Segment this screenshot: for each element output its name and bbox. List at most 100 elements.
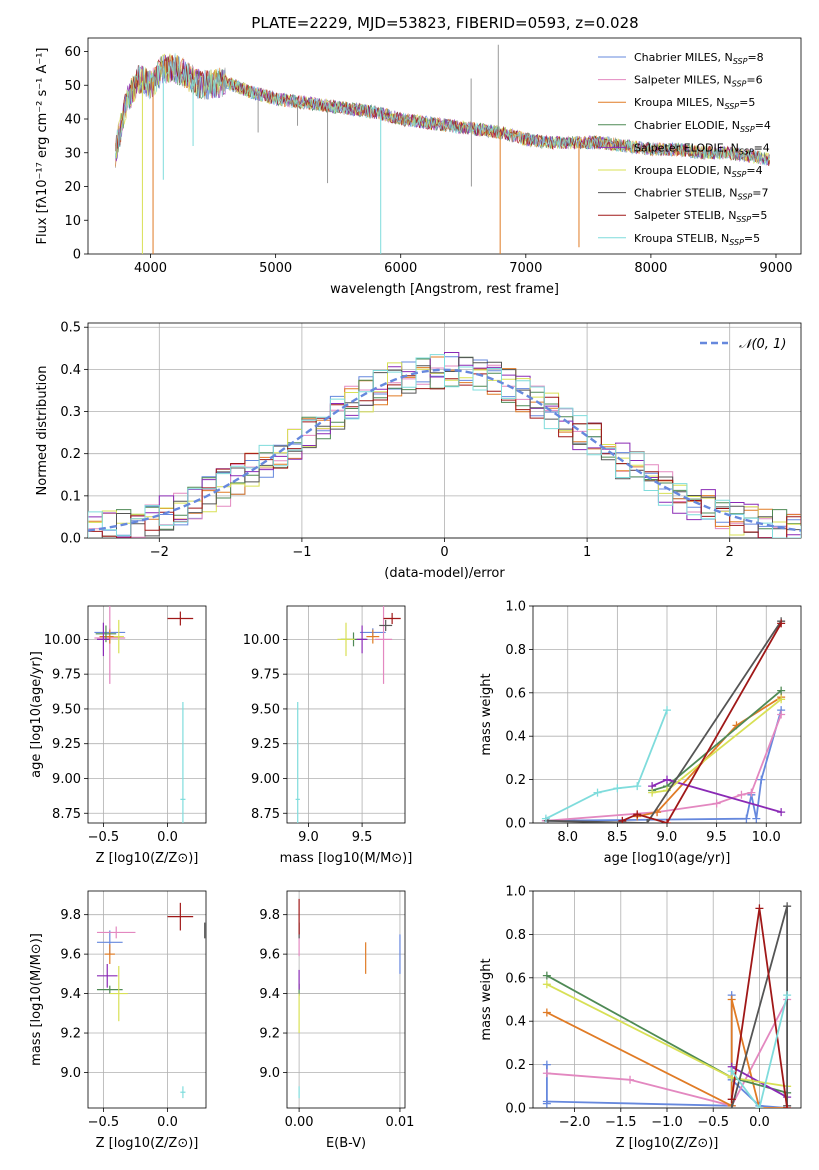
weight-marker bbox=[542, 1008, 551, 1017]
y-tick-label: 9.25 bbox=[52, 737, 81, 752]
weight-marker bbox=[648, 788, 657, 797]
errorbar-salpeter-elodie bbox=[96, 963, 118, 988]
x-tick-label: 0.01 bbox=[385, 1115, 414, 1130]
y-tick-label: 9.00 bbox=[251, 772, 280, 787]
y-tick-label: 9.6 bbox=[60, 948, 81, 963]
legend-entry: Chabrier ELODIE, NSSP=4 bbox=[634, 119, 771, 134]
x-tick-label: −2.0 bbox=[559, 1115, 591, 1130]
weight-marker bbox=[757, 775, 766, 784]
errorbars bbox=[96, 902, 206, 1099]
y-tick-label: 40 bbox=[64, 113, 81, 128]
weight-marker bbox=[633, 782, 642, 791]
errorbar-salpeter-stelib bbox=[167, 902, 194, 931]
errorbar-salpeter-miles bbox=[96, 926, 136, 939]
legend-entry: Chabrier STELIB, NSSP=7 bbox=[634, 187, 768, 202]
weight-line-kroupa-miles bbox=[637, 696, 782, 818]
x-tick-label: 5000 bbox=[259, 261, 292, 276]
x-tick-label: 8.0 bbox=[557, 830, 578, 845]
weight-marker bbox=[542, 980, 551, 989]
y-tick-label: 0.0 bbox=[505, 1102, 526, 1117]
weight-marker bbox=[727, 1067, 736, 1076]
errorbar-salpeter-stelib bbox=[383, 612, 401, 625]
errorbar-salpeter-miles bbox=[374, 606, 393, 684]
y-tick-label: 9.4 bbox=[60, 987, 81, 1002]
weight-marker bbox=[542, 1060, 551, 1069]
y-tick-label: 1.0 bbox=[505, 600, 526, 615]
legend-entry: Salpeter ELODIE, NSSP=4 bbox=[634, 141, 770, 156]
x-tick-label: 10.0 bbox=[752, 830, 781, 845]
weight-marker bbox=[777, 686, 786, 695]
y-tick-label: 0.4 bbox=[505, 1015, 526, 1030]
y-tick-label: 0.2 bbox=[505, 773, 526, 788]
weight-marker bbox=[626, 1075, 635, 1084]
figure-title: PLATE=2229, MJD=53823, FIBERID=0593, z=0… bbox=[251, 14, 638, 32]
legend-entry: Kroupa STELIB, NSSP=5 bbox=[634, 232, 760, 247]
errorbars bbox=[295, 606, 401, 823]
errorbar-salpeter-elodie bbox=[356, 625, 368, 654]
age-vs-z-panel: −0.5 0.0 8.75 9.00 9.25 9.50 9.75 10.00 Z [log10… bbox=[29, 605, 207, 866]
errorbar-kroupa-stelib bbox=[295, 701, 300, 823]
errorbar-kroupa-elodie bbox=[109, 965, 128, 1022]
x-axis-label: (data-model)/error bbox=[384, 566, 505, 581]
x-tick-label: −0.5 bbox=[88, 830, 120, 845]
weight-marker bbox=[643, 819, 652, 823]
weight-marker bbox=[593, 788, 602, 797]
x-tick-label: −0.5 bbox=[88, 1115, 120, 1130]
y-tick-label: 0.4 bbox=[60, 363, 81, 378]
y-tick-label: 9.2 bbox=[60, 1027, 81, 1042]
x-tick-label: 9.5 bbox=[706, 830, 727, 845]
x-tick-label: 8.5 bbox=[607, 830, 628, 845]
histogram-kroupa-stelib bbox=[88, 354, 801, 538]
x-tick-label: 2 bbox=[726, 545, 734, 560]
legend-entry: Kroupa MILES, NSSP=5 bbox=[634, 96, 755, 111]
x-tick-label: 9.0 bbox=[657, 830, 678, 845]
y-tick-label: 8.75 bbox=[251, 807, 280, 822]
weight-line-kroupa-stelib bbox=[730, 994, 788, 1108]
mass-vs-z-panel: −0.5 0.0 9.0 9.2 9.4 9.6 9.8 Z [log10(Z/Z⊙)] mas… bbox=[29, 890, 207, 1151]
y-tick-label: 0.2 bbox=[60, 447, 81, 462]
errorbar-kroupa-miles bbox=[366, 629, 380, 644]
spectrum-lines bbox=[115, 44, 770, 254]
y-tick-label: 9.50 bbox=[251, 702, 280, 717]
weight-marker bbox=[783, 991, 792, 1000]
x-tick-label: 6000 bbox=[384, 261, 417, 276]
y-tick-label: 9.8 bbox=[259, 908, 280, 923]
weight-line-salpeter-miles bbox=[546, 999, 788, 1107]
weight-marker bbox=[727, 1095, 736, 1104]
axes-frame bbox=[286, 890, 406, 1109]
y-tick-label: 9.25 bbox=[251, 737, 280, 752]
y-tick-label: 0.1 bbox=[60, 489, 81, 504]
y-tick-label: 0.3 bbox=[60, 405, 81, 420]
weight-marker bbox=[755, 1104, 764, 1108]
x-tick-label: −1.5 bbox=[605, 1115, 637, 1130]
x-axis-label: Z [log10(Z/Z⊙)] bbox=[96, 1136, 199, 1151]
normal-reference-curve bbox=[88, 368, 801, 532]
x-tick-label: 0.0 bbox=[749, 1115, 770, 1130]
spectrum-panel: 4000 5000 6000 7000 8000 9000 0 10 20 30 40 50 60 wav… bbox=[35, 37, 802, 297]
y-axis-label: Flux [fλ10⁻¹⁷ erg cm⁻² s⁻¹ A⁻¹] bbox=[35, 48, 50, 245]
weight-lines bbox=[541, 617, 786, 823]
legend-entry: Salpeter STELIB, NSSP=5 bbox=[634, 209, 767, 224]
axes-frame bbox=[286, 605, 406, 824]
histogram-lines bbox=[88, 352, 801, 538]
y-tick-label: 0.5 bbox=[60, 321, 81, 336]
y-axis-label: mass weight bbox=[479, 958, 494, 1040]
x-tick-label: 0.0 bbox=[157, 1115, 178, 1130]
errorbar-salpeter-stelib bbox=[167, 611, 194, 626]
y-tick-label: 9.8 bbox=[60, 908, 81, 923]
x-axis-label: Z [log10(Z/Z⊙)] bbox=[96, 851, 199, 866]
y-tick-label: 0.6 bbox=[505, 686, 526, 701]
weight-line-chabrier-miles bbox=[545, 709, 782, 822]
x-tick-label: 8000 bbox=[634, 261, 667, 276]
weight-line-chabrier-stelib bbox=[547, 620, 782, 823]
x-axis-label: wavelength [Angstrom, rest frame] bbox=[330, 282, 559, 297]
x-tick-label: 0.0 bbox=[157, 830, 178, 845]
x-tick-label: −1.0 bbox=[651, 1115, 683, 1130]
x-tick-label: 4000 bbox=[134, 261, 167, 276]
y-axis-label: age [log10(age/yr)] bbox=[29, 651, 44, 778]
weight-marker bbox=[542, 1069, 551, 1078]
y-tick-label: 0.4 bbox=[505, 730, 526, 745]
y-tick-label: 60 bbox=[64, 45, 81, 60]
errorbar-chabrier-stelib bbox=[379, 619, 393, 632]
